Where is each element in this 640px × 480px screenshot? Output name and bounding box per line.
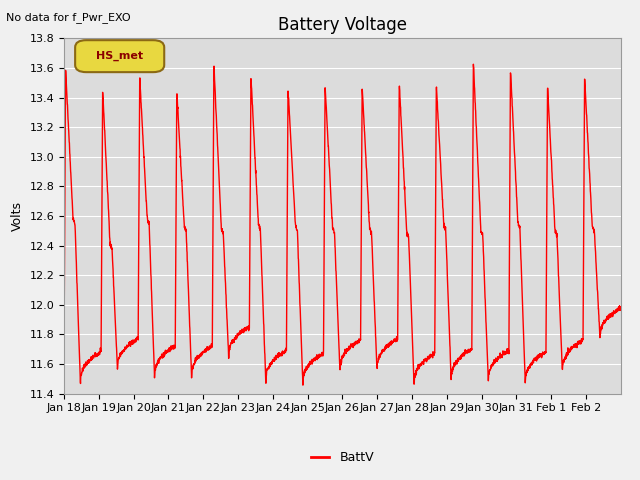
Title: Battery Voltage: Battery Voltage	[278, 16, 407, 34]
Text: HS_met: HS_met	[96, 51, 143, 61]
Text: No data for f_Pwr_EXO: No data for f_Pwr_EXO	[6, 12, 131, 23]
Y-axis label: Volts: Volts	[11, 201, 24, 231]
Legend: BattV: BattV	[306, 446, 379, 469]
FancyBboxPatch shape	[75, 40, 164, 72]
